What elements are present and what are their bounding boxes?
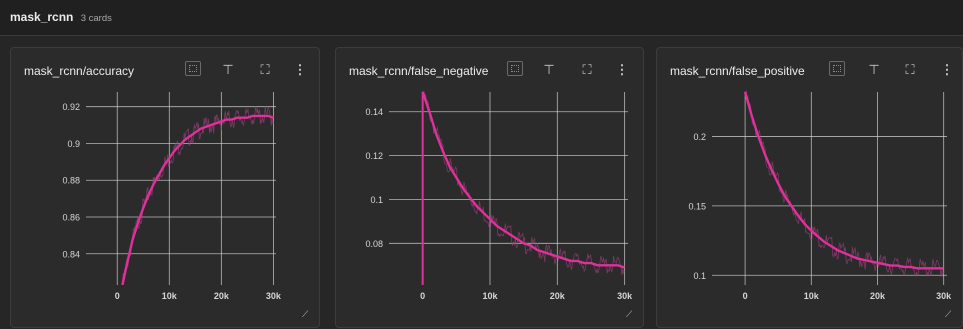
raw-series-line xyxy=(744,91,945,277)
x-tick-label: 10k xyxy=(804,291,820,301)
y-tick-label: 0.08 xyxy=(365,239,383,249)
fullscreen-icon[interactable]: ⛶ xyxy=(260,61,270,77)
group-header[interactable]: mask_rcnn 3 cards xyxy=(0,0,963,36)
dataset-toggle-icon[interactable] xyxy=(507,61,523,76)
raw-series-line xyxy=(122,106,274,285)
x-tick-label: 30k xyxy=(617,291,633,301)
fullscreen-icon[interactable]: ⛶ xyxy=(905,61,915,77)
x-tick-label: 20k xyxy=(550,291,566,301)
x-tick-label: 10k xyxy=(162,291,178,301)
card-title: mask_rcnn/false_negative xyxy=(349,64,489,78)
resize-handle-icon[interactable]: ⟋ xyxy=(302,309,309,319)
y-tick-label: 0.2 xyxy=(693,132,706,142)
more-vert-icon[interactable]: ⋮ xyxy=(615,61,629,77)
y-tick-label: 0.9 xyxy=(67,139,80,149)
scalar-card-false-positive: 0.1 0.15 0.2 0 10k 20k 30k mask_rcnn/false_pos… xyxy=(656,47,963,328)
y-tick-label: 0.88 xyxy=(62,176,80,186)
x-tick-label: 30k xyxy=(266,291,282,301)
x-tick-label: 0 xyxy=(115,291,120,301)
more-vert-icon[interactable]: ⋮ xyxy=(940,61,954,77)
pin-icon[interactable]: ⊤ xyxy=(543,61,555,77)
x-tick-label: 20k xyxy=(870,291,886,301)
chart-accuracy: 0.84 0.86 0.88 0.9 0.92 0 10k 20k 30k xyxy=(62,92,282,301)
pin-icon[interactable]: ⊤ xyxy=(222,61,234,77)
resize-handle-icon[interactable]: ⟋ xyxy=(626,309,633,319)
y-tick-label: 0.15 xyxy=(688,201,706,211)
x-tick-label: 10k xyxy=(482,291,498,301)
series-line xyxy=(421,91,625,269)
more-vert-icon[interactable]: ⋮ xyxy=(293,61,307,77)
series-line xyxy=(121,114,274,285)
scalar-card-accuracy: 0.84 0.86 0.88 0.9 0.92 0 10k 20k 30k mask_rcnn/… xyxy=(10,47,320,328)
scalar-card-false-negative: 0.08 0.1 0.12 0.14 0 10k 20k 30k mask_rcnn/fals… xyxy=(335,47,644,328)
dataset-toggle-icon[interactable] xyxy=(185,61,201,76)
y-tick-label: 0.92 xyxy=(62,102,80,112)
x-tick-label: 0 xyxy=(743,291,748,301)
x-tick-label: 30k xyxy=(936,291,952,301)
chart-false-positive: 0.1 0.15 0.2 0 10k 20k 30k xyxy=(688,91,952,301)
group-card-count: 3 cards xyxy=(80,13,112,24)
y-tick-label: 0.1 xyxy=(370,195,383,205)
x-tick-label: 20k xyxy=(214,291,230,301)
series-line xyxy=(743,91,944,270)
y-tick-label: 0.1 xyxy=(693,271,706,281)
y-tick-label: 0.12 xyxy=(365,151,383,161)
group-name: mask_rcnn xyxy=(10,10,74,24)
y-tick-label: 0.84 xyxy=(62,249,80,259)
x-tick-label: 0 xyxy=(420,291,425,301)
chart-false-negative: 0.08 0.1 0.12 0.14 0 10k 20k 30k xyxy=(365,91,633,301)
pin-icon[interactable]: ⊤ xyxy=(868,61,880,77)
card-title: mask_rcnn/false_positive xyxy=(670,64,805,78)
resize-handle-icon[interactable]: ⟋ xyxy=(945,309,952,319)
card-title: mask_rcnn/accuracy xyxy=(24,64,135,78)
y-tick-label: 0.86 xyxy=(62,212,80,222)
fullscreen-icon[interactable]: ⛶ xyxy=(582,61,592,77)
raw-series-line xyxy=(422,91,625,276)
y-tick-label: 0.14 xyxy=(365,107,383,117)
dataset-toggle-icon[interactable] xyxy=(829,61,845,76)
